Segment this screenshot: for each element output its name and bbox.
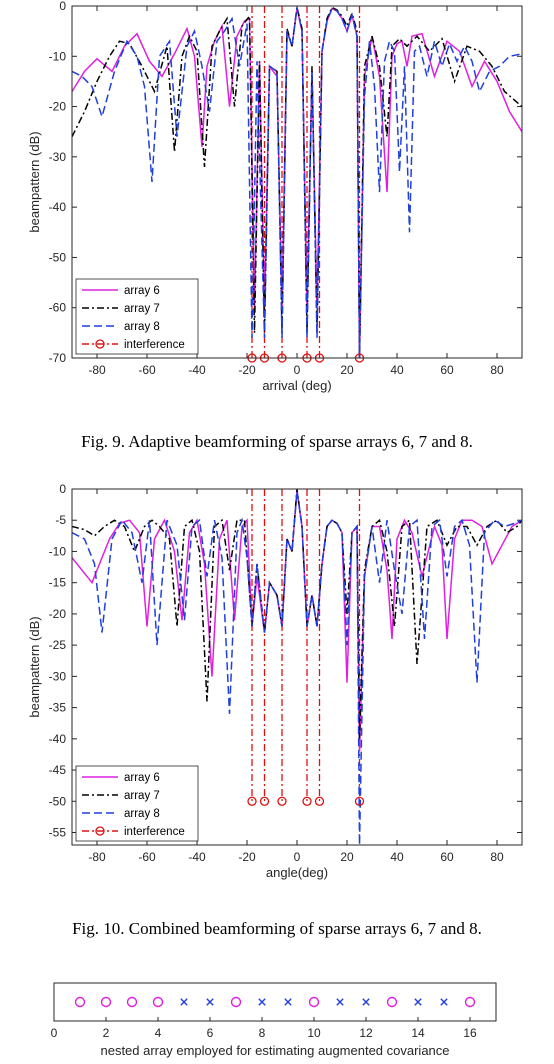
x-tick-label: -40 xyxy=(188,363,206,377)
plot-frame xyxy=(71,488,523,846)
interference-marker xyxy=(302,796,312,806)
sensor-cross xyxy=(206,998,214,1006)
legend-entry: interference xyxy=(124,339,185,351)
y-tick-label: -35 xyxy=(49,701,67,715)
fig9-chart: -80 -60 -40 -20 0 20 40 60 80 0 -10 -20 -30 -40 -50 -60… xyxy=(27,0,523,393)
x-axis-label: arrival (deg) xyxy=(262,378,331,393)
legend-entry: array 7 xyxy=(124,303,160,315)
x-tick-label: 20 xyxy=(340,363,354,377)
y-tick-label: -10 xyxy=(49,49,67,63)
x-tick-label: 40 xyxy=(390,363,404,377)
y-tick-label: -5 xyxy=(55,513,66,527)
y-tick-label: 0 xyxy=(59,482,66,496)
x-tick-label: 0 xyxy=(294,363,301,377)
x-tick-label: 16 xyxy=(463,1026,477,1040)
legend-entry: array 8 xyxy=(124,808,160,820)
sensor-circle xyxy=(126,996,138,1008)
y-tick-label: -20 xyxy=(49,100,67,114)
sensor-circle xyxy=(308,996,320,1008)
x-tick-label: 40 xyxy=(390,850,404,864)
interference-marker xyxy=(277,796,287,806)
legend-entry: array 6 xyxy=(124,772,160,784)
x-tick-label: -60 xyxy=(138,850,156,864)
x-tick-label: -80 xyxy=(88,850,106,864)
sensor-cross xyxy=(336,998,344,1006)
x-tick-label: 20 xyxy=(340,850,354,864)
x-tick-label: 0 xyxy=(294,850,301,864)
x-tick-label: 10 xyxy=(307,1026,321,1040)
y-tick-label: -55 xyxy=(49,826,67,840)
fig10-chart: -80 -60 -40 -20 0 20 40 60 80 0 -5 -10 -15 -20 -25 -30 -… xyxy=(27,482,523,880)
y-tick-label: -60 xyxy=(49,301,67,315)
fig9-caption: Fig. 9. Adaptive beamforming of sparse a… xyxy=(81,432,473,451)
sensor-circle xyxy=(100,996,112,1008)
x-tick-label: 0 xyxy=(51,1026,58,1040)
y-tick-label: 0 xyxy=(59,0,66,13)
y-tick-label: -25 xyxy=(49,638,67,652)
x-tick-label: 2 xyxy=(103,1026,110,1040)
x-tick-label: -80 xyxy=(88,363,106,377)
y-axis-label: beampattern (dB) xyxy=(27,616,42,717)
nested-array-chart: 0 2 4 6 8 10 12 14 16 nested array employed for e… xyxy=(51,982,497,1058)
x-tick-label: -20 xyxy=(238,850,256,864)
series-line-array-8 xyxy=(72,7,522,358)
strip-frame xyxy=(53,982,497,1022)
sensor-cross xyxy=(284,998,292,1006)
plot-frame xyxy=(71,5,523,359)
x-tick-label: 12 xyxy=(359,1026,373,1040)
x-tick-label: -60 xyxy=(138,363,156,377)
y-tick-label: -40 xyxy=(49,732,67,746)
interference-marker xyxy=(354,796,365,806)
x-axis-label: nested array employed for estimating aug… xyxy=(100,1043,449,1058)
y-tick-label: -10 xyxy=(49,544,67,558)
x-axis-label: angle(deg) xyxy=(266,865,328,880)
sensor-cross xyxy=(258,998,266,1006)
y-tick-label: -30 xyxy=(49,669,67,683)
x-tick-label: 6 xyxy=(207,1026,214,1040)
sensor-circle xyxy=(464,996,476,1008)
legend-entry: array 7 xyxy=(124,790,160,802)
x-tick-label: -40 xyxy=(188,850,206,864)
x-tick-label: 8 xyxy=(259,1026,266,1040)
interference-marker xyxy=(259,796,270,806)
y-tick-label: -50 xyxy=(49,794,67,808)
sensor-cross xyxy=(362,998,370,1006)
sensor-circle xyxy=(386,996,398,1008)
x-tick-label: 14 xyxy=(411,1026,425,1040)
interference-marker xyxy=(314,796,325,806)
legend-marker xyxy=(95,339,105,349)
series-line-array-8 xyxy=(72,490,522,845)
y-tick-label: -70 xyxy=(49,351,67,365)
x-tick-label: 4 xyxy=(155,1026,162,1040)
x-tick-label: 80 xyxy=(490,850,504,864)
y-tick-label: -30 xyxy=(49,150,67,164)
y-tick-label: -40 xyxy=(49,200,67,214)
legend-marker xyxy=(95,826,105,836)
legend-entry: array 8 xyxy=(124,321,160,333)
legend-entry: interference xyxy=(124,826,185,838)
sensor-cross xyxy=(180,998,188,1006)
x-tick-label: 60 xyxy=(440,850,454,864)
y-tick-label: -45 xyxy=(49,763,67,777)
x-tick-label: 60 xyxy=(440,363,454,377)
sensor-cross xyxy=(440,998,448,1006)
legend-entry: array 6 xyxy=(124,285,160,297)
y-tick-label: -15 xyxy=(49,576,67,590)
sensor-circle xyxy=(230,996,242,1008)
series-line-array-7 xyxy=(72,6,522,358)
y-tick-label: -20 xyxy=(49,607,67,621)
x-tick-label: 80 xyxy=(490,363,504,377)
y-axis-label: beampattern (dB) xyxy=(27,131,42,232)
x-tick-label: -20 xyxy=(238,363,256,377)
sensor-circle xyxy=(152,996,164,1008)
y-tick-label: -50 xyxy=(49,250,67,264)
fig10-caption: Fig. 10. Combined beamforming of sparse … xyxy=(72,919,482,938)
sensor-cross xyxy=(414,998,422,1006)
interference-marker xyxy=(247,796,257,806)
sensor-circle xyxy=(74,996,86,1008)
